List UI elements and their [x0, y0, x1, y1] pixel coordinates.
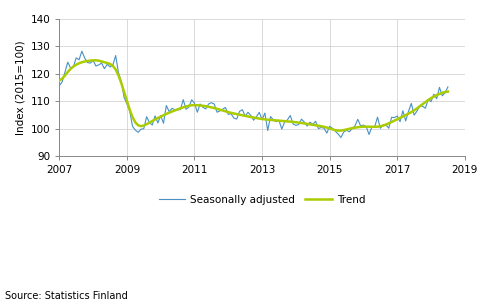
Trend	[93, 58, 99, 62]
Trend	[445, 90, 451, 93]
Seasonally adjusted	[279, 127, 285, 131]
Legend: Seasonally adjusted, Trend: Seasonally adjusted, Trend	[155, 191, 369, 209]
Trend	[56, 79, 62, 82]
Seasonally adjusted	[62, 70, 68, 74]
Y-axis label: Index (2015=100): Index (2015=100)	[15, 40, 25, 135]
Trend	[442, 90, 448, 94]
Seasonally adjusted	[56, 84, 62, 88]
Seasonally adjusted	[262, 111, 268, 115]
Seasonally adjusted	[338, 136, 344, 139]
Line: Seasonally adjusted: Seasonally adjusted	[59, 51, 448, 137]
Seasonally adjusted	[79, 49, 85, 53]
Text: Source: Statistics Finland: Source: Statistics Finland	[5, 291, 128, 301]
Seasonally adjusted	[307, 120, 313, 124]
Trend	[335, 129, 341, 133]
Trend	[262, 118, 268, 121]
Trend	[307, 123, 313, 126]
Seasonally adjusted	[442, 91, 448, 95]
Trend	[59, 77, 65, 81]
Trend	[62, 74, 68, 77]
Seasonally adjusted	[59, 80, 65, 84]
Trend	[279, 119, 285, 123]
Line: Trend: Trend	[59, 60, 448, 131]
Seasonally adjusted	[445, 85, 451, 89]
